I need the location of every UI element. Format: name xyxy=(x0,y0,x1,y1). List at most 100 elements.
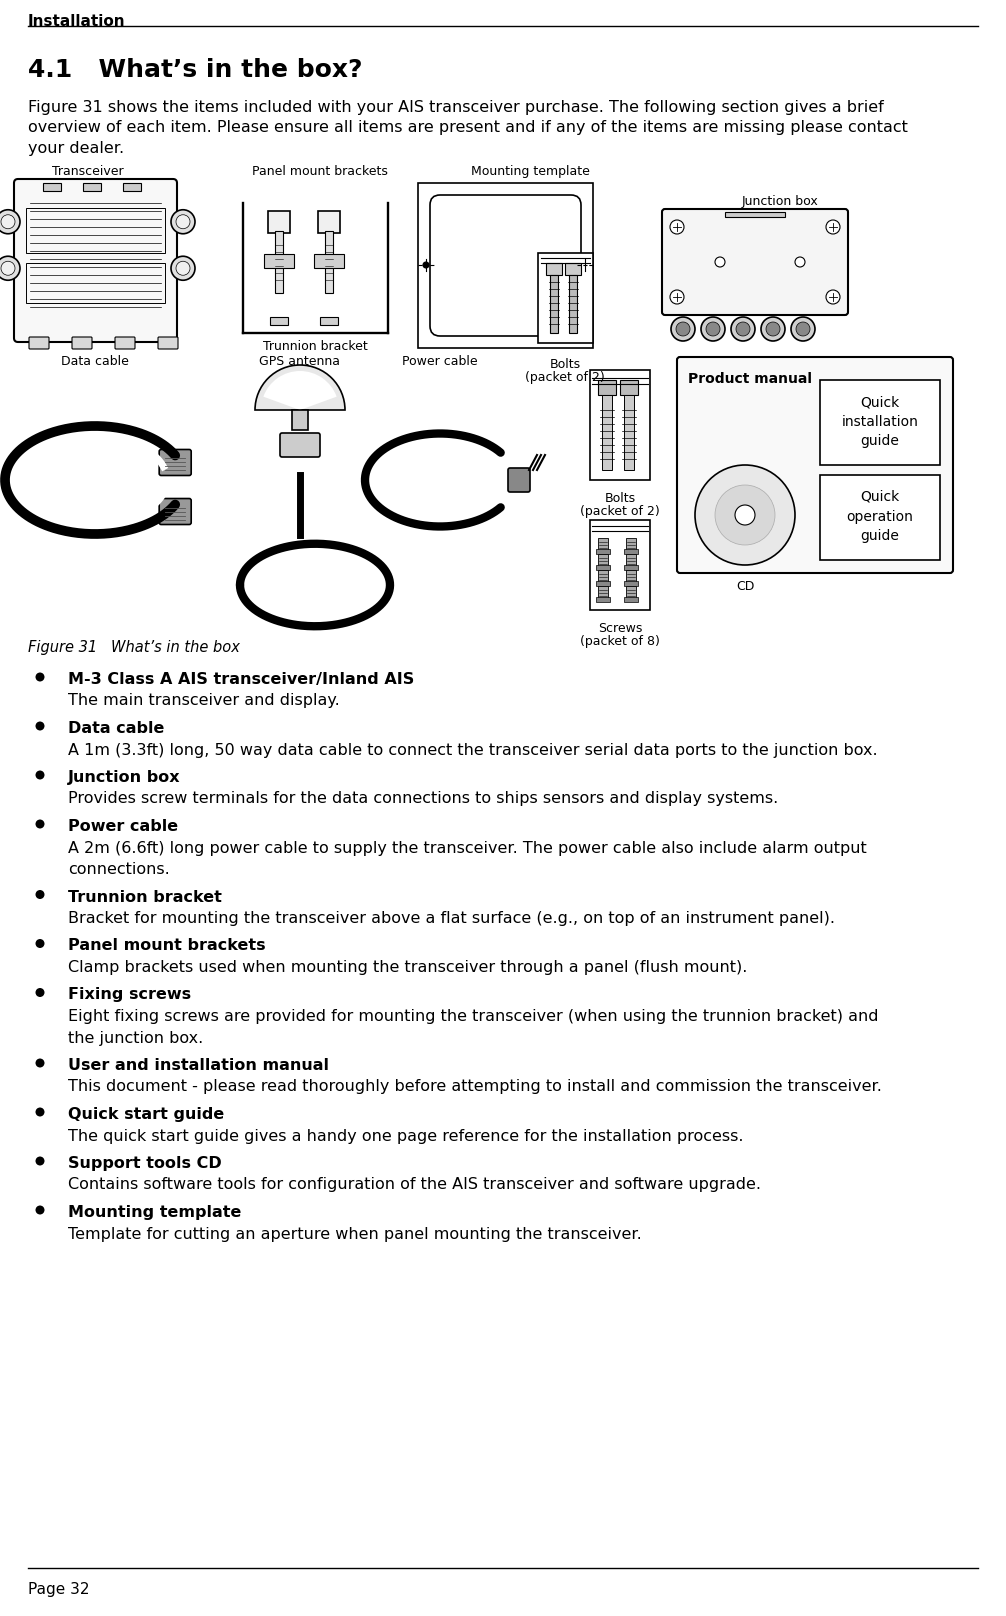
FancyBboxPatch shape xyxy=(508,469,530,491)
Circle shape xyxy=(670,289,684,304)
Bar xyxy=(318,212,340,233)
Bar xyxy=(624,394,634,470)
Circle shape xyxy=(795,257,805,267)
Text: Template for cutting an aperture when panel mounting the transceiver.: Template for cutting an aperture when pa… xyxy=(68,1227,642,1241)
Text: Page 32: Page 32 xyxy=(28,1582,90,1597)
Circle shape xyxy=(731,317,754,341)
Bar xyxy=(270,317,288,325)
Bar xyxy=(565,263,581,275)
Text: (packet of 2): (packet of 2) xyxy=(525,372,605,385)
Circle shape xyxy=(715,485,775,545)
Circle shape xyxy=(35,1157,44,1165)
Text: Mounting template: Mounting template xyxy=(68,1206,241,1220)
Text: CD: CD xyxy=(735,580,754,593)
Circle shape xyxy=(35,1058,44,1068)
Text: Quick
installation
guide: Quick installation guide xyxy=(842,394,918,448)
Circle shape xyxy=(1,262,15,275)
Text: connections.: connections. xyxy=(68,861,170,877)
Bar xyxy=(83,183,101,191)
Circle shape xyxy=(736,322,750,336)
Bar xyxy=(626,538,636,549)
Circle shape xyxy=(171,210,195,234)
Bar xyxy=(598,538,608,549)
Bar xyxy=(320,317,338,325)
Circle shape xyxy=(1,215,15,229)
Text: A 1m (3.3ft) long, 50 way data cable to connect the transceiver serial data port: A 1m (3.3ft) long, 50 way data cable to … xyxy=(68,742,877,758)
Text: Power cable: Power cable xyxy=(68,819,178,834)
Circle shape xyxy=(826,289,840,304)
Text: GPS antenna: GPS antenna xyxy=(260,356,340,368)
Circle shape xyxy=(735,504,754,525)
Circle shape xyxy=(423,262,429,268)
Bar xyxy=(550,275,558,333)
Bar xyxy=(292,410,308,430)
Text: The quick start guide gives a handy one page reference for the installation proc: The quick start guide gives a handy one … xyxy=(68,1128,743,1144)
Bar xyxy=(314,254,344,268)
Text: Figure 31 shows the items included with your AIS transceiver purchase. The follo: Figure 31 shows the items included with … xyxy=(28,100,907,155)
Bar xyxy=(325,231,333,292)
Circle shape xyxy=(176,215,190,229)
Bar xyxy=(264,254,294,268)
Text: Eight fixing screws are provided for mounting the transceiver (when using the tr: Eight fixing screws are provided for mou… xyxy=(68,1008,878,1025)
Bar xyxy=(590,520,650,609)
Text: Quick
operation
guide: Quick operation guide xyxy=(847,490,913,543)
Bar xyxy=(596,566,610,570)
Circle shape xyxy=(670,220,684,234)
Bar xyxy=(624,596,638,603)
Circle shape xyxy=(715,257,725,267)
Circle shape xyxy=(766,322,780,336)
Text: Data cable: Data cable xyxy=(61,356,129,368)
Text: Trunnion bracket: Trunnion bracket xyxy=(263,339,367,352)
Text: User and installation manual: User and installation manual xyxy=(68,1058,329,1073)
Wedge shape xyxy=(264,372,337,410)
Circle shape xyxy=(706,322,720,336)
FancyBboxPatch shape xyxy=(159,498,191,525)
Bar xyxy=(820,380,940,465)
Text: Support tools CD: Support tools CD xyxy=(68,1155,221,1172)
Circle shape xyxy=(35,987,44,997)
Wedge shape xyxy=(255,365,345,410)
Text: Junction box: Junction box xyxy=(741,196,818,208)
Text: Bracket for mounting the transceiver above a flat surface (e.g., on top of an in: Bracket for mounting the transceiver abo… xyxy=(68,911,835,926)
Text: Clamp brackets used when mounting the transceiver through a panel (flush mount).: Clamp brackets used when mounting the tr… xyxy=(68,960,747,974)
Text: Trunnion bracket: Trunnion bracket xyxy=(68,889,222,905)
Text: Bolts: Bolts xyxy=(549,359,580,372)
Bar xyxy=(418,183,593,347)
Circle shape xyxy=(676,322,690,336)
Bar xyxy=(123,183,141,191)
Text: Junction box: Junction box xyxy=(68,769,181,785)
Text: 4.1   What’s in the box?: 4.1 What’s in the box? xyxy=(28,58,362,82)
Bar xyxy=(624,549,638,554)
Text: Bolts: Bolts xyxy=(605,491,636,504)
Bar xyxy=(43,183,61,191)
Text: Panel mount brackets: Panel mount brackets xyxy=(253,165,388,178)
Bar xyxy=(626,554,636,566)
Bar xyxy=(275,231,283,292)
Bar xyxy=(602,394,612,470)
Bar xyxy=(26,263,165,304)
FancyBboxPatch shape xyxy=(158,338,178,349)
Bar xyxy=(598,570,608,582)
Circle shape xyxy=(695,465,795,566)
Circle shape xyxy=(796,322,810,336)
Text: Installation: Installation xyxy=(28,15,126,29)
Circle shape xyxy=(35,819,44,829)
Circle shape xyxy=(35,1107,44,1117)
Bar xyxy=(624,566,638,570)
Text: Mounting template: Mounting template xyxy=(471,165,590,178)
FancyBboxPatch shape xyxy=(72,338,92,349)
Circle shape xyxy=(0,257,20,280)
Circle shape xyxy=(35,890,44,898)
Circle shape xyxy=(671,317,695,341)
FancyBboxPatch shape xyxy=(14,179,177,343)
Text: M-3 Class A AIS transceiver/Inland AIS: M-3 Class A AIS transceiver/Inland AIS xyxy=(68,672,414,687)
Bar xyxy=(546,263,562,275)
FancyBboxPatch shape xyxy=(159,449,191,475)
Bar xyxy=(590,370,650,480)
Bar xyxy=(820,475,940,561)
FancyBboxPatch shape xyxy=(430,196,581,336)
Text: Screws: Screws xyxy=(598,622,642,635)
Bar xyxy=(725,212,785,217)
Circle shape xyxy=(761,317,785,341)
FancyBboxPatch shape xyxy=(29,338,49,349)
